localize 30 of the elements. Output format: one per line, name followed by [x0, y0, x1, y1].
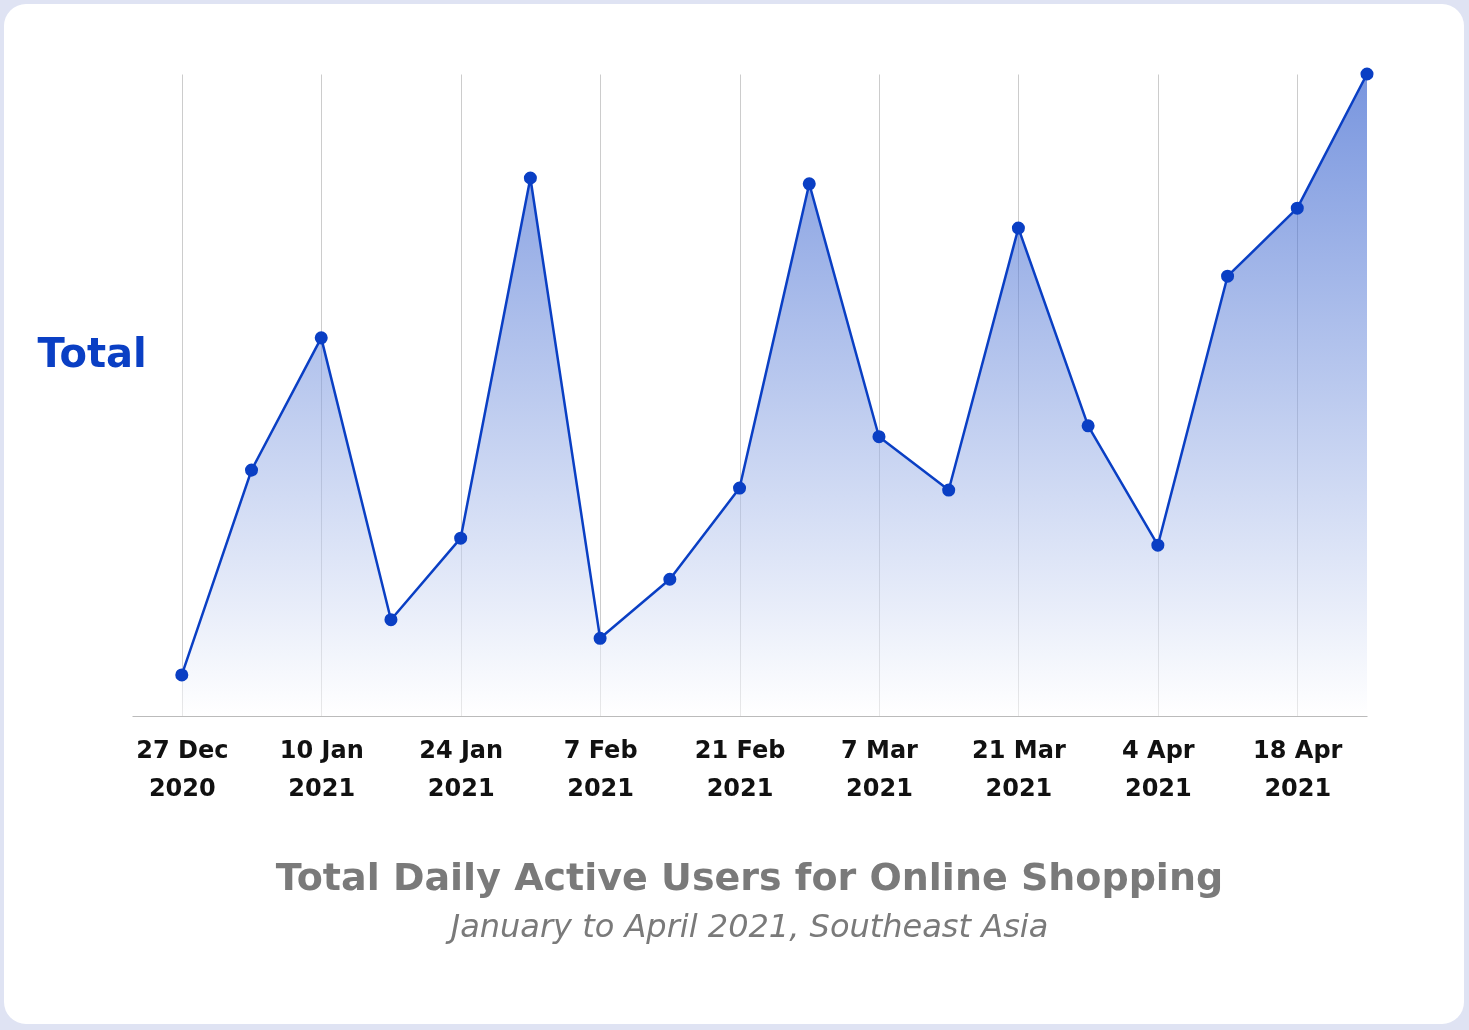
- text: January to April 2021, Southeast Asia: [444, 907, 1049, 945]
- point: [1221, 269, 1235, 283]
- point: [175, 668, 189, 682]
- point: [245, 463, 259, 477]
- point: [1011, 221, 1025, 235]
- point: [942, 483, 956, 497]
- x-tick-label: 21 Feb 2021: [694, 735, 786, 802]
- x-tick-label: 10 Jan 2021: [279, 735, 364, 802]
- point: [1081, 419, 1095, 433]
- point: [802, 177, 816, 191]
- point: [1290, 201, 1304, 215]
- point: [523, 171, 537, 185]
- x-tick-label: 4 Apr 2021: [1122, 735, 1195, 802]
- point: [454, 531, 468, 545]
- x-tick-label: 21 Mar 2021: [972, 735, 1066, 802]
- point: [1151, 538, 1165, 552]
- x-tick-label: 7 Feb 2021: [563, 735, 638, 802]
- x-tick-label: 27 Dec 2020: [136, 735, 229, 802]
- point: [314, 331, 328, 345]
- x-tick-label: 24 Jan 2021: [419, 735, 504, 802]
- x-tick-label: 7 Mar 2021: [840, 735, 919, 802]
- text: Total Daily Active Users for Online Shopping: [275, 855, 1224, 899]
- point: [733, 481, 747, 495]
- point: [593, 631, 607, 645]
- point: [872, 430, 886, 444]
- x-tick-label: 18 Apr 2021: [1253, 735, 1343, 802]
- y-axis-title: Total: [37, 329, 147, 376]
- point: [1360, 67, 1374, 81]
- point: [663, 572, 677, 586]
- point: [384, 613, 398, 627]
